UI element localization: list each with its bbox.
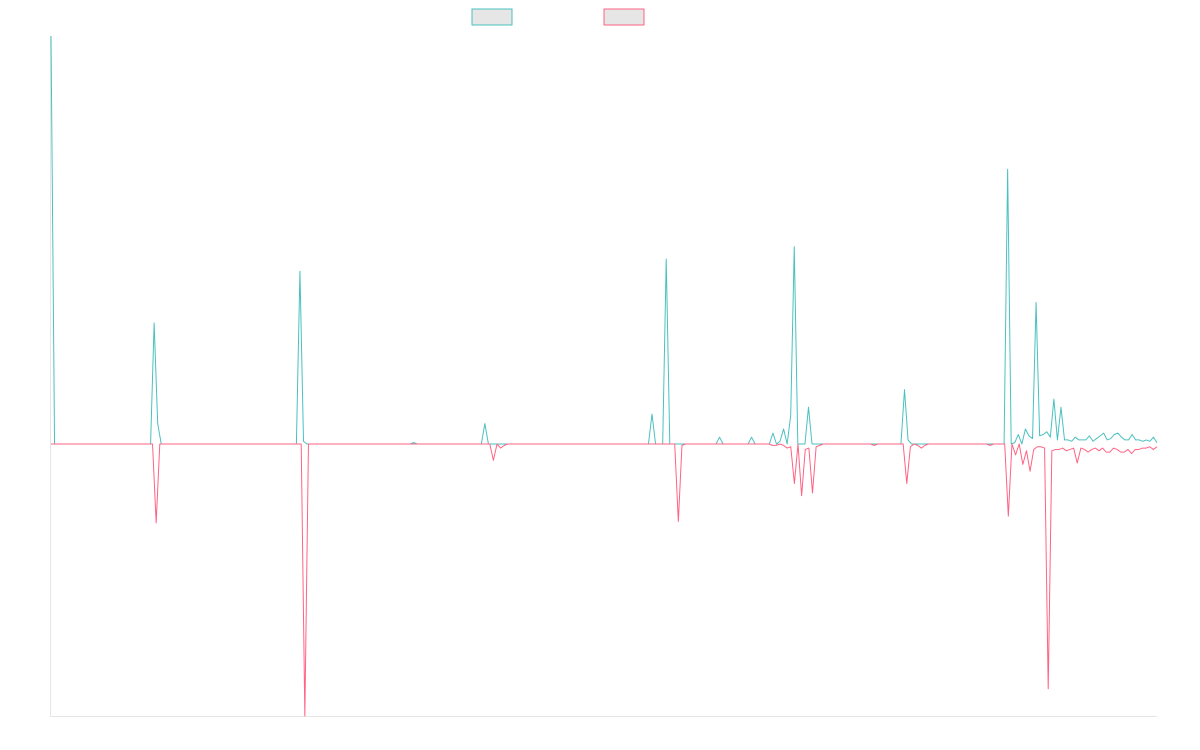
plot-area xyxy=(50,35,1158,717)
series-2-line xyxy=(51,443,1158,717)
legend-swatch-series-2[interactable] xyxy=(603,8,645,26)
legend xyxy=(471,8,645,26)
series-1-line xyxy=(50,35,1158,445)
axes xyxy=(50,36,1157,717)
legend-swatch-series-1[interactable] xyxy=(471,8,513,26)
